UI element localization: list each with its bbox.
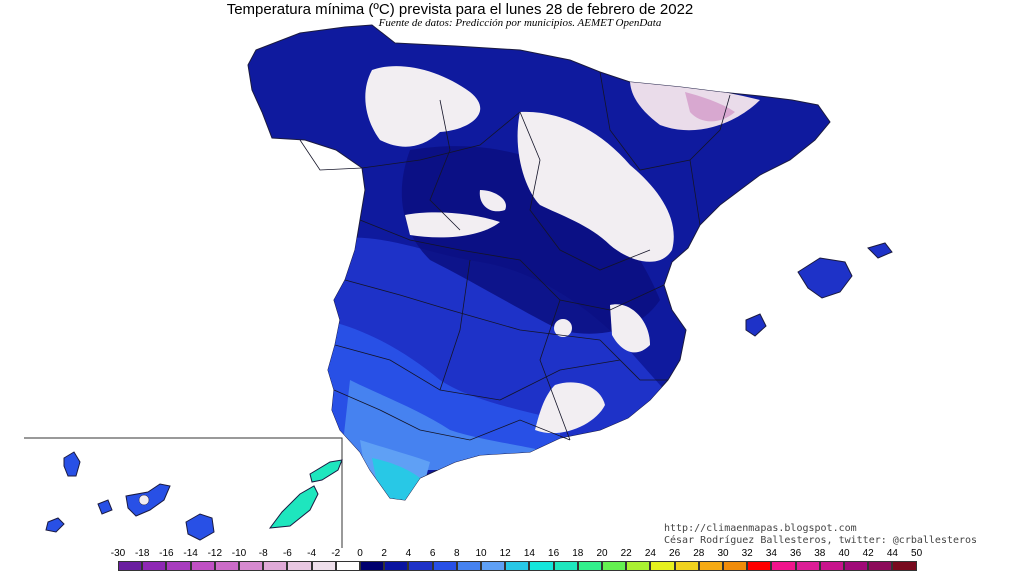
la-palma	[63, 451, 81, 477]
legend-swatch	[577, 561, 602, 571]
mallorca	[797, 257, 853, 299]
legend-label: 40	[838, 548, 850, 559]
legend-label: -14	[183, 548, 198, 559]
legend-swatch	[602, 561, 627, 571]
legend-swatch	[553, 561, 578, 571]
zone-below-0-southeast	[610, 304, 650, 353]
legend-swatch	[529, 561, 554, 571]
legend-label: 14	[523, 548, 535, 559]
lanzarote	[309, 459, 343, 483]
legend-swatch	[892, 561, 917, 571]
legend-swatch	[118, 561, 143, 571]
legend-label: 24	[644, 548, 656, 559]
legend-swatch	[360, 561, 385, 571]
legend-label: 16	[548, 548, 560, 559]
legend-swatch	[650, 561, 675, 571]
legend-label: 18	[572, 548, 584, 559]
province-borders	[299, 71, 731, 441]
legend-label: -6	[282, 548, 292, 559]
legend-swatch	[868, 561, 893, 571]
legend-label: 2	[381, 548, 387, 559]
legend-label: -12	[207, 548, 223, 559]
map-subtitle: Fuente de datos: Predicción por municipi…	[378, 17, 662, 29]
canary-inset-frame	[24, 437, 343, 548]
legend-label: 4	[405, 548, 412, 559]
legend-label: -2	[331, 548, 341, 559]
legend-label: 10	[475, 548, 487, 559]
legend-swatch	[384, 561, 409, 571]
legend-swatch	[239, 561, 264, 571]
gran-canaria	[185, 513, 215, 541]
legend-swatch	[456, 561, 481, 571]
legend-label: 12	[499, 548, 511, 559]
legend-swatch	[432, 561, 457, 571]
legend-label: -30	[110, 548, 126, 559]
legend-swatch	[723, 561, 748, 571]
legend-swatch	[142, 561, 167, 571]
zone-below-0-iberian	[517, 111, 674, 262]
zone-0-2	[401, 146, 660, 334]
legend-swatch	[747, 561, 772, 571]
zone-6-8	[340, 380, 540, 470]
el-hierro	[45, 517, 65, 533]
legend-label: 32	[741, 548, 753, 559]
la-gomera	[97, 499, 113, 515]
legend-label: 0	[357, 548, 363, 559]
legend-swatch	[481, 561, 506, 571]
legend-swatch	[190, 561, 215, 571]
legend-swatch	[214, 561, 239, 571]
legend-swatch	[263, 561, 288, 571]
legend-label: 34	[765, 548, 777, 559]
credits: http://climaenmapas.blogspot.com César R…	[664, 523, 977, 547]
legend-label: -16	[159, 548, 174, 559]
legend-swatch	[795, 561, 820, 571]
peninsula	[247, 24, 831, 501]
ibiza	[745, 313, 767, 337]
legend-label: 30	[717, 548, 729, 559]
legend-swatch	[819, 561, 844, 571]
legend-label: 8	[454, 548, 460, 559]
legend-swatch	[311, 561, 336, 571]
legend-swatch	[844, 561, 869, 571]
legend-label: 28	[693, 548, 705, 559]
color-legend: -30 -18 -16 -14 -12 -10 -8 -6 -4 -2 0 2 4 6 8 10 12 14 16 1…	[105, 548, 927, 576]
legend-label: -18	[134, 548, 150, 559]
legend-label: 42	[862, 548, 874, 559]
legend-label: 38	[814, 548, 826, 559]
legend-swatch	[335, 561, 360, 571]
legend-label: -4	[307, 548, 317, 559]
legend-swatch	[166, 561, 191, 571]
legend-label: 22	[620, 548, 632, 559]
zone-below-0-central	[405, 212, 500, 238]
legend-label: 26	[669, 548, 681, 559]
fuerteventura	[268, 485, 319, 529]
legend-swatch	[626, 561, 651, 571]
menorca	[867, 242, 893, 259]
legend-label: 44	[886, 548, 898, 559]
legend-label: 20	[596, 548, 608, 559]
legend-label: 50	[911, 548, 923, 559]
map-title: Temperatura mínima (ºC) prevista para el…	[226, 1, 694, 18]
blog-url: http://climaenmapas.blogspot.com	[664, 523, 857, 534]
zone-below-0-north	[365, 66, 481, 147]
legend-swatch	[771, 561, 796, 571]
zone-below-0-sierra-nevada	[535, 382, 605, 434]
legend-label: 6	[429, 548, 436, 559]
legend-label: -8	[258, 548, 268, 559]
legend-swatch	[698, 561, 723, 571]
balearic-islands	[745, 242, 893, 337]
author-credit: César Rodríguez Ballesteros, twitter: @c…	[664, 535, 978, 546]
legend-swatch	[674, 561, 699, 571]
legend-label: 36	[790, 548, 802, 559]
canary-islands	[45, 451, 343, 541]
legend-swatch	[408, 561, 433, 571]
legend-label: -10	[231, 548, 247, 559]
legend-swatch	[287, 561, 312, 571]
legend-swatch	[505, 561, 530, 571]
zone-below-minus2	[685, 92, 735, 122]
